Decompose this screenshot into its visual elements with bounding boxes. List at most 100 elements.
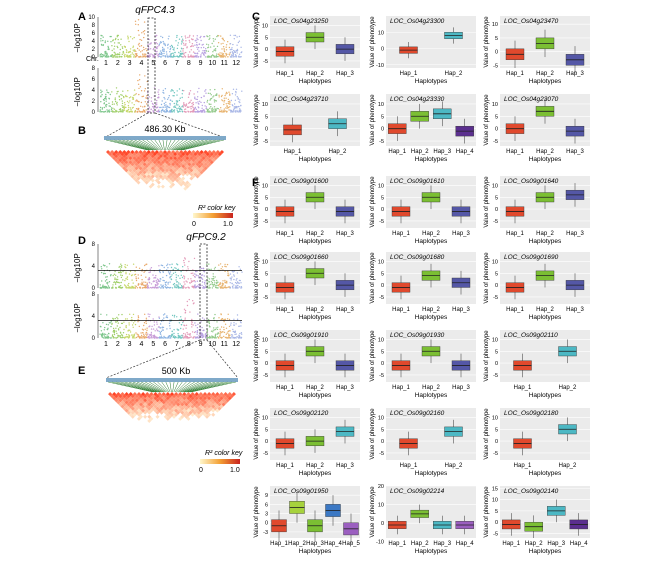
manhattan-point xyxy=(240,332,243,334)
manhattan-point xyxy=(160,335,163,337)
ld-cell xyxy=(140,160,145,165)
manhattan-point xyxy=(214,333,217,335)
manhattan-point xyxy=(161,46,164,49)
boxplot-y-tick: 5 xyxy=(381,427,384,433)
manhattan-point xyxy=(113,281,115,284)
manhattan-point xyxy=(142,332,144,334)
manhattan-point xyxy=(168,95,170,97)
manhattan-point xyxy=(125,51,128,54)
manhattan-point xyxy=(236,44,238,46)
manhattan-point xyxy=(210,103,212,106)
manhattan-point xyxy=(137,274,139,276)
manhattan-point xyxy=(129,313,131,315)
manhattan-point xyxy=(185,40,187,42)
manhattan-point xyxy=(153,280,156,282)
manhattan-point xyxy=(157,337,159,339)
manhattan-point xyxy=(133,56,135,58)
manhattan-point xyxy=(195,285,198,288)
manhattan-point xyxy=(156,330,159,332)
manhattan-point xyxy=(106,109,108,111)
manhattan-point xyxy=(238,266,240,268)
ld-cell xyxy=(152,180,157,185)
manhattan-point xyxy=(134,323,137,326)
manhattan-point xyxy=(176,36,178,38)
manhattan-point xyxy=(144,111,146,113)
manhattan-point xyxy=(200,276,203,279)
boxplot-y-tick: 0 xyxy=(495,127,498,133)
manhattan-point xyxy=(221,266,224,268)
manhattan-point xyxy=(100,330,103,332)
chromosome-label: 5 xyxy=(151,341,155,348)
manhattan-point xyxy=(191,331,194,333)
boxplot-y-tick: -5 xyxy=(263,373,268,379)
manhattan-point xyxy=(132,49,134,51)
manhattan-point xyxy=(215,55,218,58)
boxplot-gene-title: LOC_Os09g01910 xyxy=(274,332,329,339)
manhattan-point xyxy=(113,333,116,336)
ld-snp-link xyxy=(128,381,160,393)
manhattan-point xyxy=(216,284,218,286)
manhattan-point xyxy=(225,103,227,105)
manhattan-point xyxy=(146,327,148,329)
ld-cell xyxy=(114,158,119,163)
manhattan-point xyxy=(227,272,229,274)
ld-cell xyxy=(191,150,196,155)
boxplot-x-tick: Hap_1 xyxy=(506,231,524,237)
ld-snp-link xyxy=(167,139,176,151)
manhattan-point xyxy=(240,286,243,288)
ld-cell xyxy=(171,158,176,163)
manhattan-point xyxy=(125,266,127,269)
boxplot-y-tick: 10 xyxy=(378,503,384,509)
manhattan-point xyxy=(116,316,118,319)
manhattan-point xyxy=(238,337,241,339)
manhattan-point xyxy=(163,102,165,105)
manhattan-point xyxy=(176,263,178,265)
boxplot-xlabel: Haplotypes xyxy=(529,156,562,163)
manhattan-point xyxy=(118,42,121,44)
manhattan-point xyxy=(100,89,102,91)
boxplot-y-tick: -5 xyxy=(263,219,268,225)
manhattan-point xyxy=(125,326,127,328)
manhattan-point xyxy=(124,56,126,58)
manhattan-point xyxy=(120,274,122,276)
manhattan-point xyxy=(182,52,184,54)
ld-cell xyxy=(152,160,157,165)
manhattan-point xyxy=(224,285,226,287)
manhattan-y-tick: 0 xyxy=(92,286,96,292)
manhattan-point xyxy=(122,270,124,273)
manhattan-point xyxy=(228,286,230,288)
manhattan-point xyxy=(167,56,169,58)
manhattan-point xyxy=(224,279,226,282)
manhattan-point xyxy=(196,46,198,48)
ld-cell xyxy=(120,160,125,165)
boxplot-x-tick: Hap_1 xyxy=(388,149,406,155)
manhattan-point xyxy=(236,36,238,38)
manhattan-point xyxy=(100,91,102,94)
boxplot-y-tick: 5 xyxy=(265,35,268,41)
manhattan-point xyxy=(170,110,173,112)
manhattan-point xyxy=(144,101,146,103)
manhattan-point xyxy=(101,54,104,56)
boxplot-y-tick: 10 xyxy=(492,183,498,189)
chromosome-label: 8 xyxy=(187,60,191,67)
manhattan-point xyxy=(227,56,229,58)
manhattan-point xyxy=(113,45,116,47)
manhattan-point xyxy=(236,314,239,316)
qtl-title-bottom: qFPC9.2 xyxy=(186,232,226,243)
manhattan-point xyxy=(221,94,223,97)
ld-cell xyxy=(181,188,186,193)
manhattan-point xyxy=(207,318,210,321)
manhattan-point xyxy=(191,280,194,282)
manhattan-point xyxy=(229,93,231,95)
manhattan-point xyxy=(163,335,165,338)
manhattan-point xyxy=(146,103,148,105)
manhattan-point xyxy=(160,41,162,44)
manhattan-point xyxy=(233,108,235,110)
manhattan-point xyxy=(138,93,140,96)
boxplot-gene-title: LOC_Os09g01930 xyxy=(390,332,445,339)
manhattan-point xyxy=(214,266,216,269)
manhattan-point xyxy=(114,278,116,281)
manhattan-point xyxy=(136,287,139,289)
